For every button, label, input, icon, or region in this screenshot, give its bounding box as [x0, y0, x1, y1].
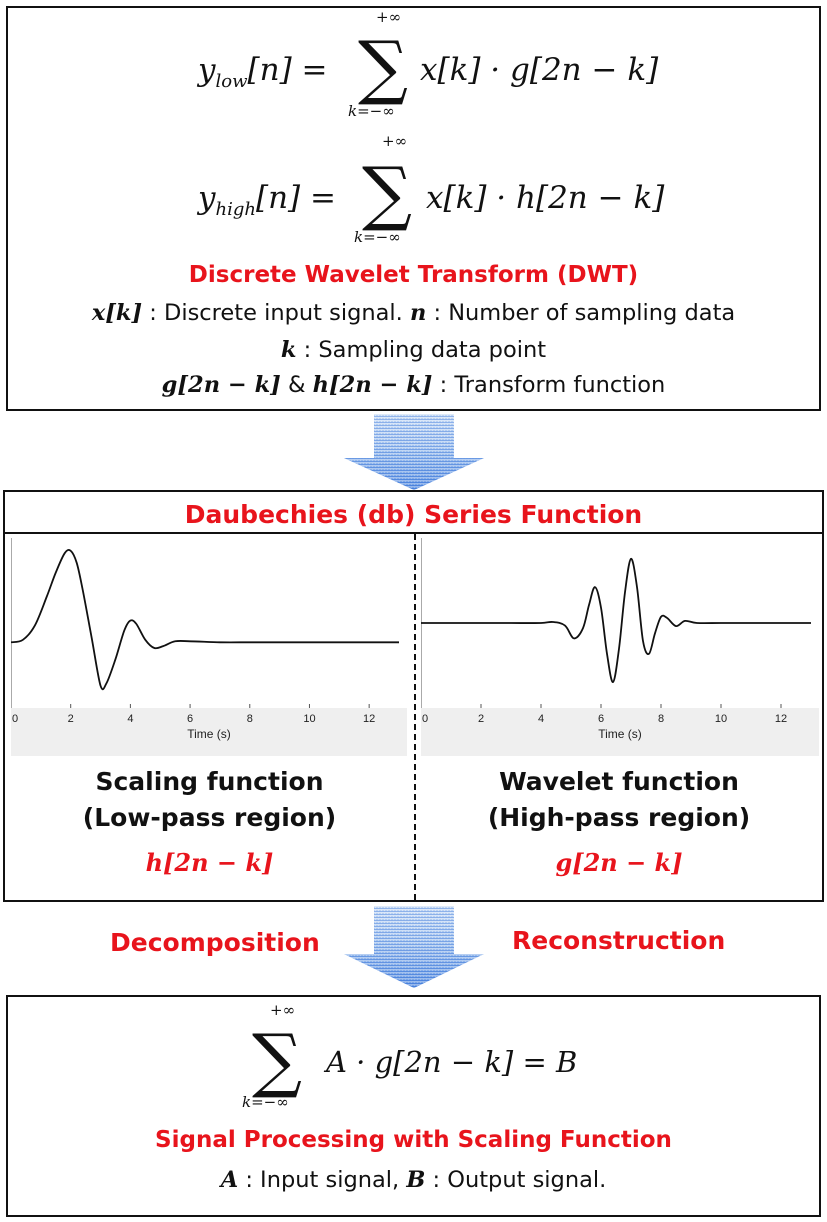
- wavelet-tick-label: 12: [775, 713, 787, 725]
- reconstruction-label: Reconstruction: [512, 926, 726, 955]
- daubechies-box: Daubechies (db) Series Function 0 2 4 6 8 10 1…: [3, 490, 824, 902]
- scaling-function-formula: h[2n − k]: [145, 848, 274, 877]
- column-divider: [414, 534, 416, 900]
- scaling-tick-label: 0: [12, 713, 18, 725]
- scaling-tick-label: 4: [127, 713, 133, 725]
- signal-processing-equation: +∞ ∑ k=−∞ A · g[2n − k] = B: [242, 1001, 578, 1111]
- signal-processing-definition: A : Input signal, B : Output signal.: [220, 1167, 607, 1193]
- scaling-function-caption: Scaling function (Low-pass region): [82, 767, 337, 832]
- signal-processing-title: Signal Processing with Scaling Function: [155, 1127, 672, 1153]
- wavelet-axis-band: [421, 708, 819, 756]
- wavelet-tick-label: 8: [658, 713, 664, 725]
- wavelet-tick-label: 0: [422, 713, 428, 725]
- wavelet-tick-label: 6: [598, 713, 604, 725]
- scaling-function-plot: 0 2 4 6 8 10 12 Time (s): [11, 538, 407, 756]
- dwt-box: ylow[n] = +∞ ∑ k=−∞ x[k] · g[2n − k] yhi…: [6, 6, 821, 411]
- wavelet-tick-label: 2: [478, 713, 484, 725]
- wavelet-tick-label: 10: [715, 713, 727, 725]
- wavelet-function-caption: Wavelet function (High-pass region): [487, 767, 751, 832]
- wavelet-series-line: [421, 557, 811, 683]
- scaling-tick-label: 12: [363, 713, 375, 725]
- dwt-definition-line-3: g[2n − k] & h[2n − k] : Transform functi…: [161, 372, 666, 398]
- scaling-tick-label: 10: [303, 713, 315, 725]
- dwt-definition-line-1: x[k] : Discrete input signal. n : Number…: [91, 300, 736, 326]
- dwt-equation-low: ylow[n] = +∞ ∑ k=−∞ x[k] · g[2n − k]: [198, 8, 659, 120]
- scaling-tick-label: 6: [187, 713, 193, 725]
- dwt-equation-high: yhigh[n] = +∞ ∑ k=−∞ x[k] · h[2n − k]: [198, 132, 665, 246]
- scaling-x-axis-label: Time (s): [187, 727, 231, 741]
- decomposition-label: Decomposition: [110, 928, 320, 957]
- scaling-tick-label: 2: [68, 713, 74, 725]
- title-divider: [5, 532, 822, 534]
- daubechies-title: Daubechies (db) Series Function: [184, 500, 643, 529]
- dwt-title: Discrete Wavelet Transform (DWT): [188, 262, 639, 288]
- scaling-plot-area: [11, 538, 407, 708]
- wavelet-x-axis-label: Time (s): [598, 727, 642, 741]
- down-arrow-icon: [344, 414, 484, 490]
- dwt-definition-line-2: k : Sampling data point: [280, 337, 547, 363]
- scaling-axis-band: [11, 708, 407, 756]
- wavelet-function-formula: g[2n − k]: [555, 848, 683, 877]
- scaling-tick-label: 8: [247, 713, 253, 725]
- wavelet-function-plot: 0 2 4 6 8 10 12 Time (s): [421, 538, 819, 756]
- wavelet-tick-label: 4: [538, 713, 544, 725]
- scaling-series-line: [11, 549, 399, 691]
- signal-processing-box: +∞ ∑ k=−∞ A · g[2n − k] = B Signal Proce…: [6, 995, 821, 1217]
- down-arrow-icon-2: [344, 906, 484, 988]
